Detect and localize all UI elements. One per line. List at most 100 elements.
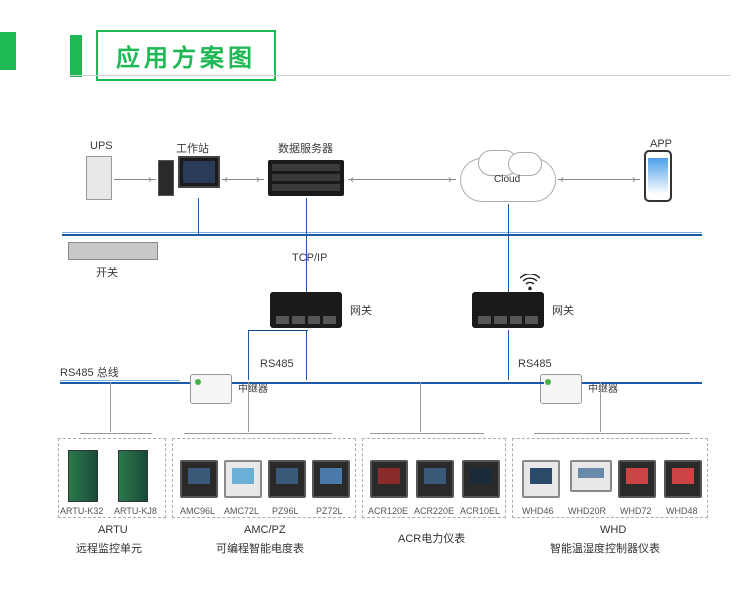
artu-code: ARTU — [98, 524, 128, 536]
pc-tower — [158, 160, 174, 196]
link-server-cloud — [348, 178, 456, 180]
gw1-ports — [276, 316, 336, 324]
workstation-screen — [183, 161, 215, 183]
v-ws-bus — [198, 198, 199, 234]
amc96l — [180, 460, 218, 498]
title-accent-block — [70, 35, 82, 77]
v-gw2-down — [508, 330, 509, 380]
ups-device — [86, 156, 112, 200]
arrow-r3: › — [448, 172, 452, 186]
h-whd — [534, 432, 690, 434]
amc72l-label: AMC72L — [224, 506, 259, 516]
whd20r-label: WHD20R — [568, 506, 606, 516]
whd46-label: WHD46 — [522, 506, 554, 516]
link-cloud-app — [558, 178, 640, 180]
v-to-acr — [420, 382, 421, 432]
gateway-1-label: 网关 — [350, 302, 372, 318]
artu-k32-label: ARTU-K32 — [60, 506, 103, 516]
amc96l-label: AMC96L — [180, 506, 215, 516]
artu-title: 远程监控单元 — [76, 540, 142, 556]
acr-code: ACR电力仪表 — [398, 530, 465, 546]
accent-left — [0, 32, 16, 70]
gateway-2-label: 网关 — [552, 302, 574, 318]
artu-kj8 — [118, 450, 148, 502]
title-underline — [70, 75, 730, 76]
cloud-label: Cloud — [494, 174, 520, 185]
h-acr — [370, 432, 484, 434]
server-label: 数据服务器 — [278, 140, 333, 156]
v-gw1-down-b — [306, 330, 307, 380]
relay-1 — [190, 374, 232, 404]
rs485-main-label: RS485 总线 — [60, 364, 119, 380]
pz72l-label: PZ72L — [316, 506, 343, 516]
whd72 — [618, 460, 656, 498]
amc-title: 可编程智能电度表 — [216, 540, 304, 556]
acr120e — [370, 460, 408, 498]
relay-2 — [540, 374, 582, 404]
server-slot-3 — [272, 184, 340, 191]
switch-device — [68, 242, 158, 260]
phone-device — [644, 150, 672, 202]
whd-title: 智能温湿度控制器仪表 — [550, 540, 660, 556]
arrow-r2: › — [256, 172, 260, 186]
rs485-label-1: RS485 — [260, 358, 294, 370]
title-bar: 应用方案图 — [70, 30, 276, 81]
v-to-whd — [600, 382, 601, 432]
acr220e-label: ACR220E — [414, 506, 454, 516]
whd48 — [664, 460, 702, 498]
v-gw1-down-a — [248, 330, 249, 380]
artu-k32 — [68, 450, 98, 502]
pz96l-label: PZ96L — [272, 506, 299, 516]
v-server-bus — [306, 198, 307, 234]
server-slot-1 — [272, 164, 340, 171]
ups-label: UPS — [90, 140, 113, 152]
acr220e — [416, 460, 454, 498]
whd20r — [570, 460, 612, 492]
bus485-mid2 — [508, 382, 544, 384]
phone-screen — [648, 158, 668, 194]
acr10el — [462, 460, 500, 498]
workstation-monitor — [178, 156, 220, 188]
bus485-left — [60, 382, 190, 384]
bus485-left-light — [60, 380, 180, 381]
gw2-ports — [478, 316, 538, 324]
amc72l — [224, 460, 262, 498]
whd72-label: WHD72 — [620, 506, 652, 516]
v-cloud-bus — [508, 204, 509, 234]
bus-top-light — [62, 232, 702, 233]
tcpip-label: TCP/IP — [292, 252, 327, 264]
gateway-2 — [472, 292, 544, 328]
v-to-gw2 — [508, 234, 509, 292]
v-to-gw1 — [306, 234, 307, 292]
arrow-l3: ‹ — [560, 172, 564, 186]
arrow-r4: › — [632, 172, 636, 186]
h-amc — [184, 432, 332, 434]
server-slot-2 — [272, 174, 340, 181]
h-artu — [80, 432, 152, 434]
whd48-label: WHD48 — [666, 506, 698, 516]
bus485-mid — [232, 382, 512, 384]
acr120e-label: ACR120E — [368, 506, 408, 516]
whd46 — [522, 460, 560, 498]
amc-code: AMC/PZ — [244, 524, 286, 536]
acr10el-label: ACR10EL — [460, 506, 500, 516]
page-title: 应用方案图 — [96, 30, 276, 81]
arrow-r1: › — [148, 172, 152, 186]
v-to-amc — [248, 382, 249, 432]
gateway-1 — [270, 292, 342, 328]
pz96l — [268, 460, 306, 498]
server-device — [268, 160, 344, 196]
switch-label: 开关 — [96, 264, 118, 280]
app-label: APP — [650, 138, 672, 150]
whd-code: WHD — [600, 524, 626, 536]
cloud-bump-2 — [508, 152, 542, 176]
arrow-l1: ‹ — [224, 172, 228, 186]
v-to-artu — [110, 382, 111, 432]
rs485-label-2: RS485 — [518, 358, 552, 370]
wifi-icon — [520, 274, 540, 293]
workstation-label: 工作站 — [176, 140, 209, 156]
bus-top — [62, 234, 702, 236]
pz72l — [312, 460, 350, 498]
arrow-l2: ‹ — [350, 172, 354, 186]
h-gw1-split — [248, 330, 308, 331]
